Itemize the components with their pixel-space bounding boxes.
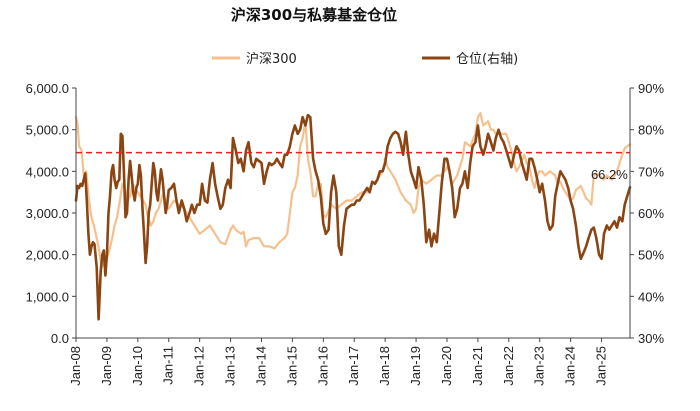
right-tick-label: 40% (638, 289, 664, 304)
x-tick-label: Jan-24 (563, 346, 578, 386)
left-tick-label: 0.0 (51, 331, 69, 346)
left-tick-label: 2,000.0 (26, 248, 69, 263)
x-tick-label: Jan-17 (346, 346, 361, 386)
series-line-position (74, 113, 632, 321)
left-tick-label: 1,000.0 (26, 289, 69, 304)
left-tick-label: 4,000.0 (26, 164, 69, 179)
right-tick-label: 90% (638, 81, 664, 96)
x-tick-label: Jan-14 (253, 346, 268, 386)
end-value-annotation: 66.2% (591, 167, 628, 182)
chart-title: 沪深300与私募基金仓位 (231, 6, 397, 24)
left-tick-label: 5,000.0 (26, 123, 69, 138)
x-tick-label: Jan-13 (223, 346, 238, 386)
right-tick-label: 30% (638, 331, 664, 346)
legend-label-csi300: 沪深300 (246, 51, 297, 67)
plot-area (74, 111, 632, 321)
legend: 沪深300 仓位(右轴) (212, 51, 518, 67)
x-tick-label: Jan-18 (377, 346, 392, 386)
axes: 0.0 1,000.0 2,000.0 3,000.0 4,000.0 5,000.0 6,… (26, 81, 665, 386)
right-tick-label: 50% (638, 248, 664, 263)
left-tick-label: 3,000.0 (26, 206, 69, 221)
x-tick-label: Jan-25 (594, 346, 609, 386)
x-tick-label: Jan-11 (161, 346, 176, 385)
x-tick-label: Jan-22 (501, 346, 516, 386)
x-tick-label: Jan-08 (68, 346, 83, 386)
right-tick-label: 60% (638, 206, 664, 221)
x-tick-label: Jan-12 (192, 346, 207, 386)
left-tick-label: 6,000.0 (26, 81, 69, 96)
right-tick-label: 70% (638, 164, 664, 179)
legend-label-position: 仓位(右轴) (456, 52, 518, 67)
right-tick-label: 80% (638, 123, 664, 138)
x-tick-label: Jan-16 (315, 346, 330, 386)
x-tick-label: Jan-09 (99, 346, 114, 386)
x-tick-label: Jan-21 (470, 346, 485, 386)
x-tick-label: Jan-15 (284, 346, 299, 386)
x-tick-label: Jan-20 (439, 346, 454, 386)
x-tick-label: Jan-23 (532, 346, 547, 386)
x-tick-label: Jan-10 (130, 346, 145, 386)
x-tick-label: Jan-19 (408, 346, 423, 386)
